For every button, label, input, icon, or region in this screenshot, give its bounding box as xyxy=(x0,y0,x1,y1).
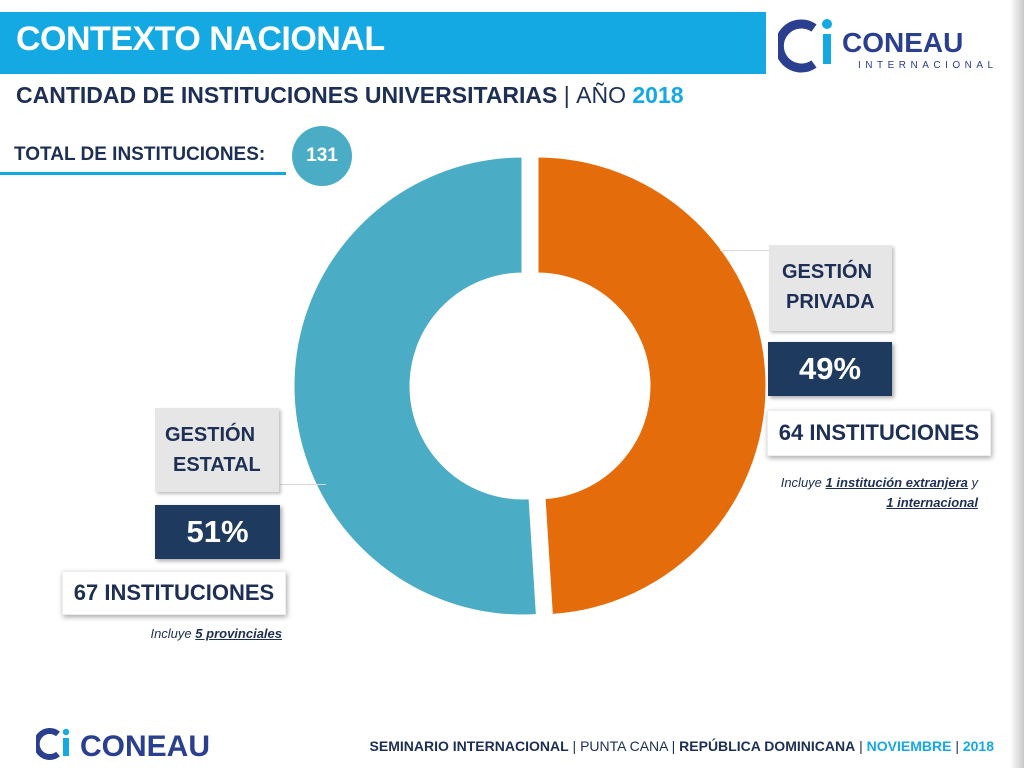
total-label: TOTAL DE INSTITUCIONES: xyxy=(14,144,266,165)
privada-percent-box: 49% xyxy=(768,342,892,396)
subtitle-year: 2018 xyxy=(632,82,684,108)
privada-count-box: 64 INSTITUCIONES xyxy=(767,410,991,456)
estatal-note-pre: Incluye xyxy=(150,626,192,641)
logo-bottom-brand: CONEAU xyxy=(80,730,210,762)
privada-label-line2: PRIVADA xyxy=(786,291,875,313)
doughnut-slice-estatal xyxy=(291,154,540,618)
footer-city: PUNTA CANA xyxy=(580,738,668,754)
subtitle-year-label: AÑO xyxy=(576,82,626,108)
estatal-label-box: GESTIÓN ESTATAL xyxy=(155,408,279,492)
footer-year: 2018 xyxy=(962,738,994,754)
logo-top-brand: CONEAU xyxy=(842,27,963,58)
estatal-label-line2: ESTATAL xyxy=(173,454,261,476)
estatal-note-bold: 5 provinciales xyxy=(195,626,282,641)
privada-note-mid: y xyxy=(971,475,979,490)
coneau-footer-logo: CONEAU xyxy=(36,728,210,762)
privada-note: Incluye 1 institución extranjera y 1 int… xyxy=(718,473,978,513)
privada-leader-line xyxy=(720,250,770,251)
subtitle-main: CANTIDAD DE INSTITUCIONES UNIVERSITARIAS xyxy=(16,82,558,108)
logo-top-tagline: INTERNACIONAL xyxy=(858,60,998,71)
footer-sep-4: | xyxy=(955,738,959,754)
privada-label-box: GESTIÓN PRIVADA xyxy=(769,245,892,331)
privada-note-bold2: 1 internacional xyxy=(886,495,978,510)
estatal-note: Incluye 5 provinciales xyxy=(82,626,282,641)
page-title: CONTEXTO NACIONAL xyxy=(16,20,385,58)
subtitle-separator: | xyxy=(563,82,570,108)
estatal-count-box: 67 INSTITUCIONES xyxy=(62,571,286,615)
total-badge: 131 xyxy=(292,126,352,186)
footer-sep-2: | xyxy=(671,738,676,754)
right-edge-shadow xyxy=(1010,0,1024,768)
coneau-internacional-logo: CONEAU INTERNACIONAL xyxy=(778,19,998,73)
footer-sep-3: | xyxy=(859,738,863,754)
estatal-percent-box: 51% xyxy=(155,505,280,559)
privada-note-pre: Incluye xyxy=(780,475,822,490)
estatal-leader-line xyxy=(280,484,326,485)
estatal-label-line1: GESTIÓN xyxy=(165,424,256,446)
footer-event: SEMINARIO INTERNACIONAL xyxy=(369,738,569,754)
doughnut-slice-privada xyxy=(535,154,769,618)
total-underline xyxy=(0,172,286,175)
page-subtitle: CANTIDAD DE INSTITUCIONES UNIVERSITARIAS… xyxy=(16,82,684,109)
privada-note-bold1: 1 institución extranjera xyxy=(825,475,968,490)
privada-label-line1: GESTIÓN xyxy=(782,261,873,283)
footer-text: SEMINARIO INTERNACIONAL | PUNTA CANA | R… xyxy=(370,738,994,754)
footer-sep-1: | xyxy=(572,738,577,754)
footer-country: REPÚBLICA DOMINICANA xyxy=(679,738,856,754)
title-bar xyxy=(0,12,766,74)
footer-month: NOVIEMBRE xyxy=(866,738,952,754)
